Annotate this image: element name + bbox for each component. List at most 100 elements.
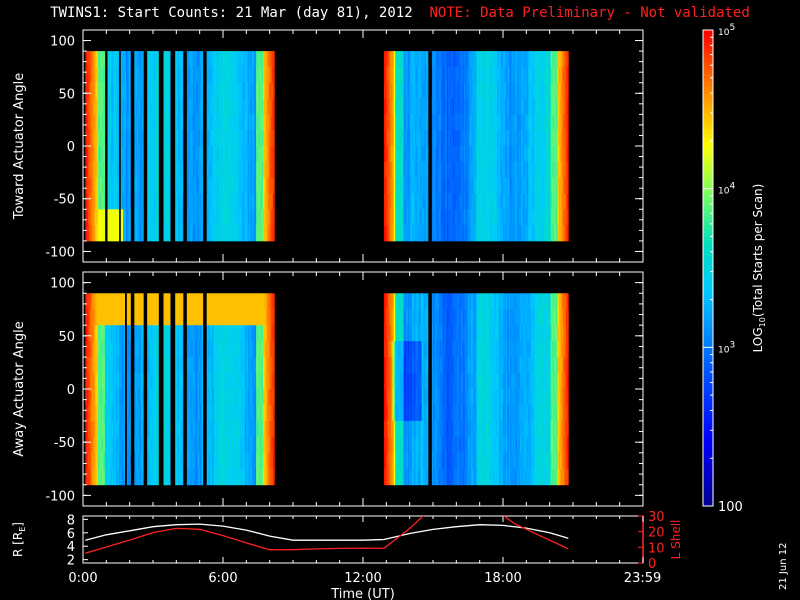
heatmap-cell [138, 193, 141, 210]
heatmap-cell [398, 161, 400, 178]
heatmap-cell [421, 130, 424, 147]
heatmap-cell [216, 325, 219, 342]
heatmap-cell [442, 193, 445, 210]
heatmap-cell [449, 51, 452, 68]
heatmap-cell [226, 293, 229, 310]
heatmap-cell [212, 66, 215, 84]
heatmap-cell [505, 114, 508, 131]
heatmap-cell [103, 341, 106, 358]
heatmap-cell [137, 436, 139, 454]
heatmap-cell [233, 130, 236, 147]
heatmap-cell [257, 420, 260, 438]
heatmap-cell [519, 209, 522, 226]
heatmap-cell [542, 177, 544, 194]
heatmap-cell [424, 146, 427, 163]
heatmap-cell [556, 82, 558, 99]
heatmap-cell [384, 357, 386, 374]
heatmap-cell [102, 309, 104, 326]
heatmap-cell [193, 373, 195, 390]
heatmap-cell [146, 357, 149, 374]
heatmap-cell [120, 98, 123, 115]
heatmap-cell [100, 373, 103, 390]
heatmap-cell [407, 161, 410, 178]
heatmap-cell [216, 405, 219, 422]
heatmap-cell [510, 98, 512, 115]
heatmap-cell [454, 130, 456, 147]
heatmap-cell [240, 146, 243, 163]
heatmap-cell [412, 161, 414, 178]
heatmap-cell [97, 325, 100, 342]
heatmap-cell [233, 468, 236, 486]
heatmap-cell [270, 146, 272, 163]
heatmap-cell [165, 389, 167, 406]
heatmap-cell [399, 98, 402, 115]
heatmap-cell [253, 177, 256, 194]
heatmap-cell [468, 114, 470, 131]
heatmap-cell [181, 389, 184, 406]
heatmap-cell [209, 51, 212, 68]
heatmap-cell [391, 420, 393, 438]
heatmap-cell [494, 98, 497, 115]
heatmap-cell [242, 146, 244, 163]
heatmap-cell [229, 405, 232, 422]
heatmap-cell [120, 161, 123, 178]
heatmap-cell [263, 225, 265, 242]
heatmap-cell [113, 452, 116, 470]
heatmap-cell [103, 309, 106, 326]
heatmap-cell [514, 130, 516, 147]
heatmap-cell [233, 357, 236, 374]
heatmap-cell [419, 66, 421, 84]
heatmap-cell [447, 114, 449, 131]
heatmap-cell [561, 209, 564, 226]
heatmap-cell [148, 225, 151, 242]
heatmap-cell [466, 98, 469, 115]
heatmap-cell [417, 225, 420, 242]
heatmap-cell [493, 98, 495, 115]
heatmap-cell [433, 225, 435, 242]
heatmap-cell [88, 193, 90, 210]
heatmap-cell [200, 373, 202, 390]
heatmap-cell [209, 309, 212, 326]
heatmap-cell [260, 389, 263, 406]
heatmap-cell [221, 225, 223, 242]
heatmap-cell [451, 66, 453, 84]
heatmap-cell [398, 436, 400, 454]
heatmap-cell [440, 177, 442, 194]
heatmap-cell [138, 98, 141, 115]
heatmap-cell [123, 177, 125, 194]
heatmap-cell [92, 452, 95, 470]
heatmap-cell [389, 309, 392, 326]
heatmap-cell [533, 82, 536, 99]
heatmap-cell [201, 468, 204, 486]
heatmap-cell [232, 420, 235, 438]
heatmap-cell [512, 209, 515, 226]
heatmap-cell [141, 325, 144, 342]
heatmap-cell [198, 452, 201, 470]
heatmap-cell [396, 389, 399, 406]
heatmap-cell [261, 193, 264, 210]
heatmap-cell [406, 161, 409, 178]
heatmap-cell [169, 325, 172, 342]
heatmap-cell [272, 193, 275, 210]
heatmap-cell [455, 146, 458, 163]
heatmap-cell [197, 405, 200, 422]
heatmap-cell [193, 436, 195, 454]
heatmap-cell [222, 309, 225, 326]
heatmap-cell [208, 98, 211, 115]
heatmap-cell [486, 161, 488, 178]
heatmap-cell [407, 98, 410, 115]
heatmap-cell [482, 114, 484, 131]
heatmap-cell [221, 436, 223, 454]
heatmap-cell [521, 161, 523, 178]
heatmap-cell [239, 82, 242, 99]
heatmap-cell [482, 161, 484, 178]
heatmap-cell [123, 130, 125, 147]
heatmap-cell [181, 452, 184, 470]
heatmap-cell [207, 177, 209, 194]
heatmap-cell [508, 161, 511, 178]
heatmap-cell [226, 114, 229, 131]
heatmap-cell [142, 209, 145, 226]
heatmap-cell [445, 98, 448, 115]
heatmap-cell [200, 161, 202, 178]
heatmap-cell [153, 373, 156, 390]
